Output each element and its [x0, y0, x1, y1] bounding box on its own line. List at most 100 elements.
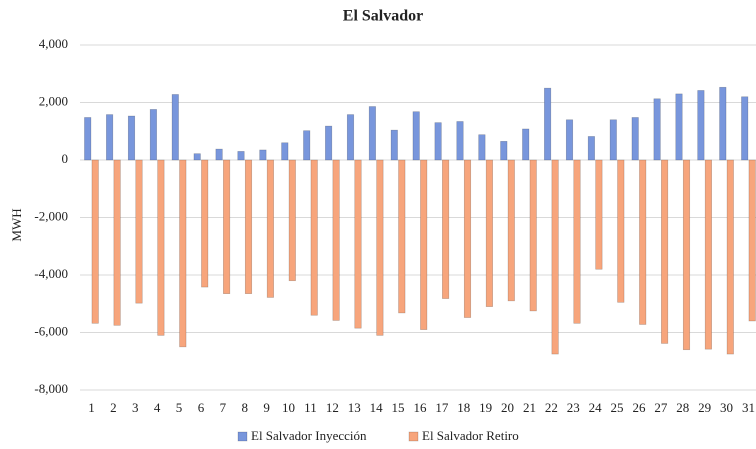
x-tick-label: 8 [242, 400, 249, 415]
bar [171, 94, 179, 161]
y-tick-label: 0 [62, 151, 69, 166]
bar [456, 121, 464, 161]
legend-swatch [408, 431, 419, 442]
x-tick-label: 16 [413, 400, 427, 415]
bar [595, 159, 603, 270]
x-tick-label: 1 [88, 400, 95, 415]
bar [463, 159, 472, 318]
bar [573, 159, 581, 324]
bar [442, 159, 450, 299]
bar [587, 136, 595, 161]
bar [726, 159, 734, 355]
x-tick-label: 26 [632, 400, 646, 415]
bar [135, 159, 143, 304]
bar [617, 159, 625, 303]
bar [478, 134, 486, 161]
y-tick-label: -8,000 [34, 381, 68, 396]
bar [288, 159, 296, 282]
x-tick-label: 18 [457, 400, 470, 415]
bar [368, 106, 376, 161]
bar [551, 159, 559, 355]
bar [704, 159, 712, 350]
y-tick-label: 2,000 [39, 93, 68, 108]
bar [332, 159, 340, 321]
bar [201, 159, 209, 288]
y-tick-label: -2,000 [34, 208, 68, 223]
bar [741, 96, 749, 161]
x-tick-label: 11 [304, 400, 317, 415]
y-tick-label: -6,000 [34, 323, 68, 338]
bar [719, 86, 727, 161]
x-tick-label: 15 [392, 400, 405, 415]
bar [639, 159, 647, 325]
bar [500, 141, 508, 161]
x-tick-label: 27 [654, 400, 668, 415]
bar [544, 87, 552, 161]
x-tick-label: 14 [370, 400, 384, 415]
bar [420, 159, 428, 330]
x-tick-label: 5 [176, 400, 183, 415]
bar [434, 122, 442, 161]
x-tick-label: 20 [501, 400, 514, 415]
x-tick-label: 4 [154, 400, 161, 415]
bar [661, 159, 669, 344]
bar [84, 117, 92, 161]
bar [215, 148, 223, 161]
x-tick-label: 29 [698, 400, 711, 415]
bar [507, 159, 515, 302]
bar [631, 117, 639, 161]
x-tick-label: 7 [220, 400, 227, 415]
bar [193, 153, 201, 161]
bar [675, 93, 683, 161]
x-tick-label: 13 [348, 400, 361, 415]
bar [325, 125, 333, 161]
bar [259, 149, 267, 161]
bar [522, 128, 530, 161]
x-tick-label: 24 [589, 400, 603, 415]
bar [390, 129, 398, 161]
bar [412, 111, 420, 161]
bar [346, 114, 355, 161]
x-tick-label: 6 [198, 400, 205, 415]
x-tick-label: 9 [263, 400, 270, 415]
x-tick-label: 17 [435, 400, 449, 415]
bar [237, 151, 245, 161]
bar [157, 159, 165, 336]
x-tick-label: 10 [282, 400, 295, 415]
bar [485, 159, 493, 307]
bar [149, 109, 157, 161]
x-tick-label: 22 [545, 400, 558, 415]
legend-swatch [237, 431, 248, 442]
y-tick-label: -4,000 [34, 266, 68, 281]
bar [682, 159, 691, 351]
bar [266, 159, 274, 298]
bar [565, 119, 574, 161]
bar [609, 119, 617, 161]
bar [179, 159, 187, 348]
bar [113, 159, 121, 326]
bar [223, 159, 231, 294]
y-tick-label: 4,000 [39, 36, 68, 51]
bar [376, 159, 384, 336]
bar [303, 130, 311, 161]
bar [244, 159, 253, 294]
bar [127, 115, 136, 161]
x-tick-label: 3 [132, 400, 139, 415]
legend-label: El Salvador Retiro [422, 428, 519, 443]
y-axis-label: MWH [9, 208, 24, 241]
bar [697, 90, 705, 161]
bar [354, 159, 362, 329]
x-tick-label: 21 [523, 400, 536, 415]
bar [91, 159, 99, 324]
legend-label: El Salvador Inyección [251, 428, 367, 443]
x-tick-label: 19 [479, 400, 492, 415]
bar [398, 159, 406, 314]
x-tick-label: 28 [676, 400, 689, 415]
bar [310, 159, 318, 316]
bar [748, 159, 756, 322]
x-tick-label: 31 [742, 400, 755, 415]
x-tick-label: 25 [611, 400, 624, 415]
bar [529, 159, 537, 312]
